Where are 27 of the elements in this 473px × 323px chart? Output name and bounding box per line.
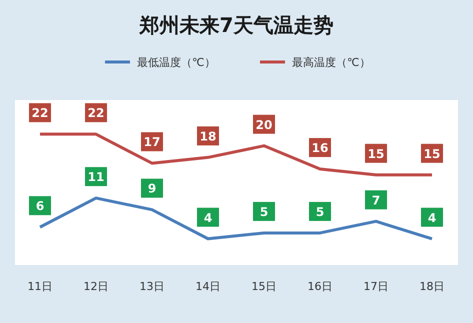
x-tick-label: 13日 [140, 280, 164, 293]
legend-label: 最高温度（℃） [292, 56, 370, 69]
chart-title: 郑州未来7天气温走势 [138, 13, 334, 37]
data-label: 15 [368, 146, 384, 161]
data-label: 22 [88, 106, 104, 120]
x-tick-label: 17日 [364, 280, 388, 293]
data-label: 9 [148, 182, 156, 196]
x-tick-label: 12日 [84, 280, 108, 293]
data-label: 7 [372, 193, 380, 208]
data-label: 17 [144, 135, 160, 150]
data-label: 18 [200, 129, 216, 144]
x-tick-label: 15日 [252, 280, 276, 293]
data-label: 22 [32, 106, 48, 120]
x-tick-label: 11日 [28, 280, 52, 293]
x-tick-label: 18日 [420, 280, 444, 293]
data-label: 4 [428, 210, 436, 225]
legend-label: 最低温度（℃） [137, 56, 216, 69]
data-label: 4 [204, 210, 212, 225]
data-label: 16 [312, 141, 328, 156]
x-tick-label: 16日 [308, 280, 332, 293]
data-label: 20 [256, 118, 272, 132]
data-label: 6 [36, 199, 44, 214]
x-tick-label: 14日 [196, 280, 220, 293]
data-label: 11 [88, 170, 104, 184]
data-label: 5 [316, 204, 324, 219]
data-label: 15 [424, 146, 440, 161]
data-label: 5 [260, 204, 268, 219]
